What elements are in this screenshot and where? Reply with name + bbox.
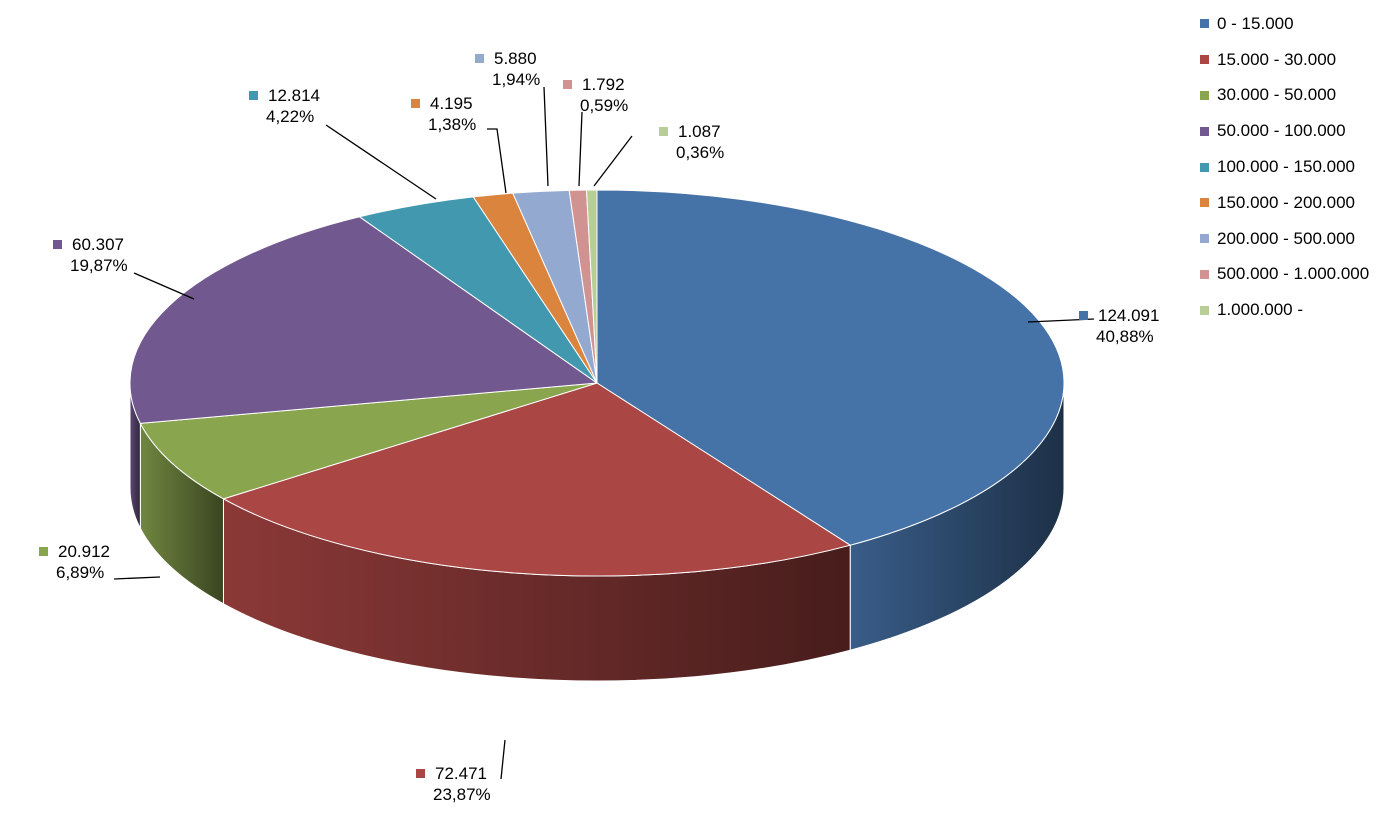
- label-swatch-3: [53, 240, 62, 249]
- value-label-1: 72.471: [435, 764, 487, 783]
- legend-item: 200.000 - 500.000: [1200, 221, 1390, 257]
- legend-item: 50.000 - 100.000: [1200, 113, 1390, 149]
- legend-item: 15.000 - 30.000: [1200, 42, 1390, 78]
- legend-swatch: [1200, 55, 1209, 65]
- legend-item: 0 - 15.000: [1200, 6, 1390, 42]
- legend-label: 15.000 - 30.000: [1217, 49, 1337, 69]
- value-label-4: 12.814: [268, 86, 320, 105]
- leader-line-5: [487, 128, 507, 194]
- legend-swatch: [1200, 126, 1209, 136]
- legend-swatch: [1200, 198, 1209, 208]
- leader-line-2: [113, 576, 161, 580]
- label-swatch-0: [1079, 311, 1088, 320]
- label-swatch-4: [249, 91, 258, 100]
- value-label-7: 1.792: [582, 75, 625, 94]
- legend-label: 1.000.000 -: [1217, 300, 1304, 320]
- value-label-8: 1.087: [678, 122, 721, 141]
- percent-label-4: 4,22%: [266, 107, 314, 126]
- legend-item: 1.000.000 -: [1200, 292, 1390, 328]
- value-label-2: 20.912: [58, 542, 110, 561]
- legend-item: 100.000 - 150.000: [1200, 149, 1390, 185]
- label-swatch-5: [411, 99, 420, 108]
- legend-label: 30.000 - 50.000: [1217, 85, 1337, 105]
- legend-swatch: [1200, 305, 1209, 315]
- legend-label: 100.000 - 150.000: [1217, 157, 1356, 177]
- value-label-3: 60.307: [72, 235, 124, 254]
- legend: 0 - 15.000 15.000 - 30.000 30.000 - 50.000…: [1200, 6, 1390, 328]
- legend-label: 0 - 15.000: [1217, 13, 1294, 33]
- legend-swatch: [1200, 90, 1209, 100]
- pie-slice-2: [139, 382, 598, 500]
- pie-slice-3: [129, 216, 599, 424]
- value-label-6: 5.880: [494, 49, 537, 68]
- percent-label-0: 40,88%: [1096, 327, 1154, 346]
- leader-line-7: [578, 111, 583, 187]
- leader-line-1: [500, 739, 506, 780]
- percent-label-3: 19,87%: [70, 256, 128, 275]
- legend-swatch: [1200, 234, 1209, 244]
- label-swatch-8: [659, 127, 668, 136]
- percent-label-8: 0,36%: [676, 143, 724, 162]
- leader-line-4: [325, 124, 437, 200]
- percent-label-2: 6,89%: [56, 563, 104, 582]
- pie-slice-8: [585, 189, 598, 384]
- percent-label-5: 1,38%: [428, 115, 476, 134]
- legend-label: 500.000 - 1.000.000: [1217, 264, 1370, 284]
- label-swatch-1: [416, 769, 425, 778]
- label-swatch-2: [39, 547, 48, 556]
- value-label-0: 124.091: [1098, 306, 1159, 325]
- label-swatch-6: [475, 54, 484, 63]
- leader-line-8: [593, 135, 633, 187]
- percent-label-1: 23,87%: [433, 785, 491, 804]
- legend-item: 150.000 - 200.000: [1200, 185, 1390, 221]
- value-label-5: 4.195: [430, 94, 473, 113]
- legend-swatch: [1200, 162, 1209, 172]
- pie-slice-1: [222, 382, 852, 577]
- percent-label-6: 1,94%: [492, 70, 540, 89]
- pie-slice-0: [596, 189, 1065, 546]
- legend-swatch: [1200, 269, 1209, 279]
- label-swatch-7: [563, 80, 572, 89]
- legend-label: 200.000 - 500.000: [1217, 228, 1356, 248]
- legend-label: 150.000 - 200.000: [1217, 192, 1356, 212]
- legend-label: 50.000 - 100.000: [1217, 121, 1346, 141]
- legend-item: 500.000 - 1.000.000: [1200, 257, 1390, 293]
- leader-line-6: [543, 86, 549, 187]
- legend-item: 30.000 - 50.000: [1200, 78, 1390, 114]
- leader-line-3: [133, 272, 195, 300]
- legend-swatch: [1200, 19, 1209, 29]
- percent-label-7: 0,59%: [580, 96, 628, 115]
